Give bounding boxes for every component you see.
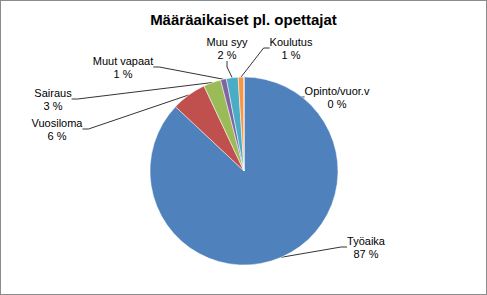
svg-text:Koulutus: Koulutus [270, 36, 313, 48]
svg-text:Muut vapaat: Muut vapaat [93, 55, 154, 67]
svg-text:2 %: 2 % [218, 49, 237, 61]
svg-text:Opinto/vuor.v: Opinto/vuor.v [305, 85, 370, 97]
svg-text:Muu syy: Muu syy [207, 36, 248, 48]
svg-text:Sairaus: Sairaus [34, 87, 72, 99]
svg-text:6 %: 6 % [48, 130, 67, 142]
svg-text:Työaika: Työaika [347, 235, 386, 247]
svg-text:3 %: 3 % [44, 100, 63, 112]
svg-text:87 %: 87 % [353, 248, 378, 260]
svg-text:Määräaikaiset pl. opettajat: Määräaikaiset pl. opettajat [150, 11, 337, 28]
svg-text:0 %: 0 % [328, 98, 347, 110]
svg-text:1 %: 1 % [282, 49, 301, 61]
svg-text:Vuosiloma: Vuosiloma [32, 117, 84, 129]
svg-text:1 %: 1 % [114, 68, 133, 80]
